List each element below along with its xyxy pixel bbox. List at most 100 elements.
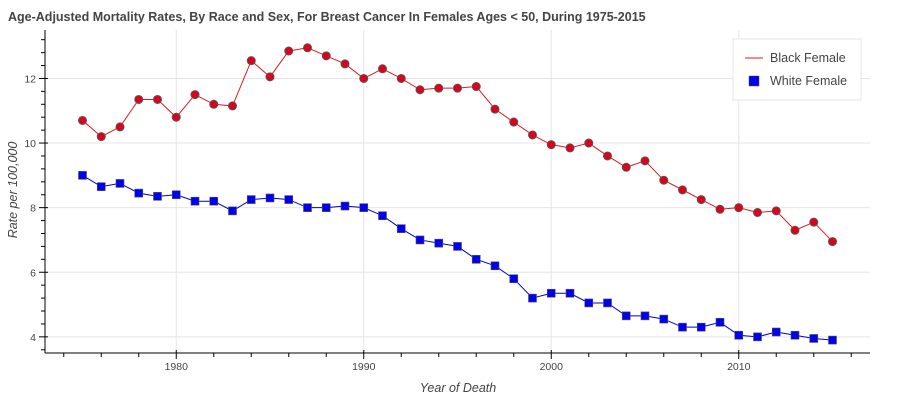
data-point [303, 203, 312, 212]
axes: 1980 1990 2000 2010 4 6 8 10 12 [24, 30, 870, 373]
data-point [284, 195, 294, 204]
data-point [753, 207, 762, 217]
data-point [828, 335, 837, 345]
data-point [790, 330, 800, 340]
data-point [603, 151, 612, 161]
data-point [809, 334, 819, 343]
data-point [171, 190, 181, 200]
data-point [490, 261, 500, 271]
data-point [678, 322, 687, 332]
y-tick-label: 12 [24, 73, 36, 85]
data-point [509, 274, 519, 284]
data-point [734, 203, 744, 213]
data-point [453, 242, 462, 251]
data-point [134, 94, 144, 104]
data-point [565, 288, 575, 298]
data-point [434, 238, 444, 248]
data-point [396, 224, 406, 233]
data-point [321, 203, 331, 212]
data-point [809, 217, 819, 227]
x-axis-label: Year of Death [420, 381, 496, 395]
data-point [359, 203, 369, 212]
data-point [96, 182, 106, 191]
x-tick-label: 2000 [540, 361, 564, 373]
chart-title: Age-Adjusted Mortality Rates, By Race an… [8, 10, 646, 24]
data-point [528, 293, 537, 303]
data-point [153, 192, 162, 201]
data-point [453, 83, 462, 93]
data-point [753, 332, 762, 342]
data-point [115, 179, 125, 188]
data-point [603, 298, 612, 308]
data-point [321, 51, 331, 61]
data-point [228, 206, 237, 216]
data-point [209, 99, 219, 109]
data-point [640, 311, 650, 321]
data-point [378, 64, 387, 74]
y-tick-label: 6 [30, 267, 36, 279]
data-point [640, 156, 650, 166]
data-point [490, 104, 500, 114]
data-point [471, 82, 481, 92]
data-point [190, 90, 200, 100]
data-point [621, 162, 631, 172]
data-point [359, 73, 369, 83]
legend-marker-white-female [748, 75, 760, 87]
data-point [621, 311, 631, 321]
data-point [340, 59, 350, 69]
data-point [659, 175, 669, 185]
data-point [546, 288, 556, 298]
data-point [565, 143, 575, 153]
data-point [265, 193, 275, 203]
y-tick-label: 10 [24, 138, 36, 150]
x-tick-label: 1990 [352, 361, 376, 373]
data-point [78, 115, 87, 125]
data-point [265, 72, 275, 82]
data-point [209, 196, 219, 206]
data-point [771, 206, 781, 216]
data-point [396, 73, 406, 83]
data-point [228, 101, 237, 111]
data-point [696, 195, 706, 205]
data-point [584, 138, 594, 148]
x-tick-label: 1980 [165, 361, 189, 373]
data-point [415, 235, 425, 245]
data-point [78, 171, 87, 180]
data-point [153, 94, 162, 104]
data-point [734, 330, 744, 340]
y-tick-label: 8 [30, 203, 36, 215]
data-point [790, 225, 800, 235]
legend-box [732, 38, 862, 101]
data-point [715, 318, 725, 327]
legend-label-white-female: White Female [770, 74, 847, 88]
data-point [659, 314, 669, 324]
data-point [96, 132, 106, 142]
series-white-female [78, 171, 837, 345]
data-point [340, 201, 350, 211]
data-point [434, 83, 444, 93]
data-point [828, 237, 837, 247]
data-point [246, 56, 256, 66]
data-point [715, 204, 725, 214]
data-point [190, 196, 200, 206]
y-axis-label: Rate per 100,000 [6, 142, 20, 239]
data-point [546, 140, 556, 150]
y-tick-label: 4 [30, 332, 36, 344]
data-point [115, 122, 125, 132]
data-point [284, 46, 294, 56]
data-point [246, 195, 256, 204]
data-point [415, 85, 425, 95]
data-point [471, 255, 481, 264]
data-point [584, 298, 594, 308]
legend: Black Female White Female [732, 38, 862, 101]
data-point [678, 185, 687, 195]
data-point [528, 130, 537, 140]
data-point [696, 322, 706, 332]
data-point [134, 188, 144, 198]
legend-label-black-female: Black Female [770, 51, 846, 65]
data-point [771, 327, 781, 337]
data-point [303, 43, 312, 53]
data-point [509, 117, 519, 127]
series-black-female [78, 43, 837, 247]
